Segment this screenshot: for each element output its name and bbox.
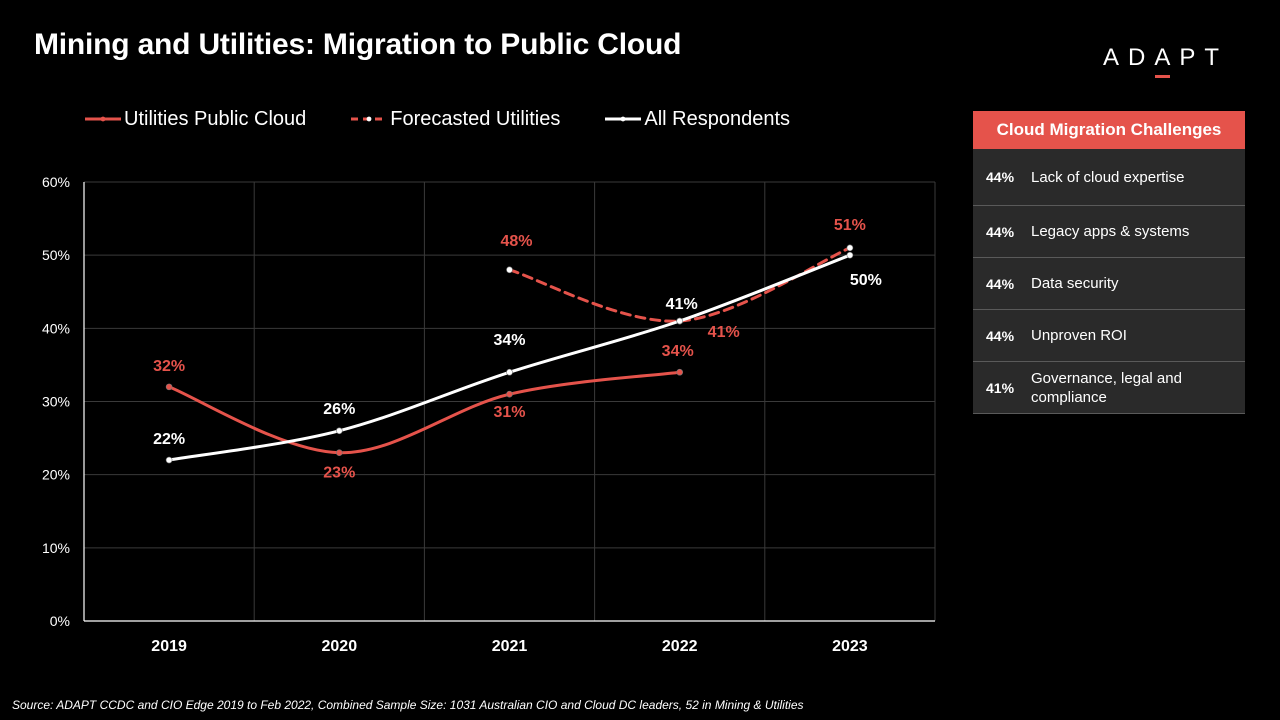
legend-solid-red-line-icon: [85, 116, 121, 122]
source-note: Source: ADAPT CCDC and CIO Edge 2019 to …: [12, 698, 804, 712]
adapt-logo: ADAPT: [1102, 44, 1228, 78]
data-label-all-respondents: 41%: [666, 296, 698, 313]
data-label-utilities-public-cloud: 34%: [662, 343, 694, 360]
legend-label: Utilities Public Cloud: [124, 107, 307, 130]
legend-item-all-respondents: All Respondents: [604, 108, 790, 131]
legend-dashed-red-line-icon: [351, 116, 388, 122]
challenge-pct: 44%: [986, 327, 1015, 344]
panel-title: Cloud Migration Challenges: [973, 111, 1245, 149]
data-label-all-respondents: 50%: [850, 272, 882, 289]
data-point-utilities-public-cloud: [165, 383, 173, 391]
legend-item-utilities-public-cloud: Utilities Public Cloud: [84, 108, 306, 131]
data-point-all-respondents: [676, 317, 684, 325]
series-line-all-respondents: [167, 253, 852, 462]
challenge-pct: 44%: [986, 223, 1015, 240]
challenge-pct: 41%: [986, 379, 1015, 396]
data-point-all-respondents: [506, 368, 513, 376]
legend-label: Forecasted Utilities: [390, 107, 561, 130]
data-point-forecasted-utilities: [846, 244, 854, 252]
challenge-text: Lack of cloud expertise: [1031, 168, 1185, 186]
challenge-text: Data security: [1031, 275, 1119, 292]
data-point-all-respondents: [335, 427, 343, 435]
y-tick-label: 10%: [42, 540, 70, 556]
challenge-row: 44% Lack of cloud expertise: [973, 149, 1245, 206]
data-label-forecasted-utilities: 48%: [500, 233, 532, 250]
x-tick-label: 2019: [151, 638, 187, 655]
challenge-row: 44% Legacy apps & systems: [973, 206, 1245, 258]
challenge-row: 41% Governance, legal and compliance: [973, 362, 1245, 414]
y-tick-label: 30%: [42, 394, 70, 410]
challenge-pct: 44%: [986, 169, 1015, 185]
data-point-utilities-public-cloud: [676, 368, 684, 376]
data-label-all-respondents: 34%: [493, 332, 525, 349]
chart-legend: Utilities Public Cloud Forecasted Utilit…: [84, 106, 790, 132]
x-tick-label: 2023: [832, 638, 868, 655]
challenge-row: 44% Data security: [973, 258, 1245, 310]
x-tick-label: 2021: [492, 638, 528, 655]
challenge-text: Unproven ROI: [1031, 327, 1127, 344]
y-tick-label: 60%: [42, 174, 70, 190]
data-label-all-respondents: 22%: [153, 431, 185, 448]
y-tick-label: 20%: [42, 467, 70, 483]
challenge-row: 44% Unproven ROI: [973, 310, 1245, 362]
data-label-utilities-public-cloud: 23%: [323, 465, 355, 482]
challenge-text: Governance, legal and compliance: [1031, 369, 1182, 406]
data-point-utilities-public-cloud: [335, 449, 343, 457]
data-point-utilities-public-cloud: [506, 390, 513, 398]
data-point-all-respondents: [846, 251, 854, 259]
x-tick-label: 2022: [662, 638, 698, 655]
x-tick-label: 2020: [322, 638, 358, 655]
data-label-forecasted-utilities: 41%: [708, 324, 740, 341]
legend-label: All Respondents: [644, 107, 791, 130]
data-point-all-respondents: [165, 456, 173, 464]
data-point-forecasted-utilities: [506, 266, 513, 274]
legend-solid-white-line-icon: [605, 116, 642, 122]
y-tick-label: 50%: [42, 247, 70, 263]
legend-item-forecasted-utilities: Forecasted Utilities: [350, 108, 560, 131]
y-tick-label: 40%: [42, 320, 70, 336]
data-label-forecasted-utilities: 51%: [834, 217, 866, 234]
challenges-panel: Cloud Migration Challenges 44% Lack of c…: [973, 111, 1245, 414]
page-title: Mining and Utilities: Migration to Publi…: [34, 28, 682, 61]
line-chart: 0% 10% 20% 30% 40% 50% 60% 2019 2020 2021 2022 2023…: [42, 174, 936, 655]
challenge-pct: 44%: [986, 275, 1015, 292]
data-label-utilities-public-cloud: 32%: [153, 358, 185, 375]
series-line-utilities-public-cloud: [167, 370, 682, 455]
challenge-text: Legacy apps & systems: [1031, 223, 1190, 240]
data-label-all-respondents: 26%: [323, 401, 355, 418]
y-tick-label: 0%: [50, 613, 70, 629]
data-label-utilities-public-cloud: 31%: [493, 404, 525, 421]
